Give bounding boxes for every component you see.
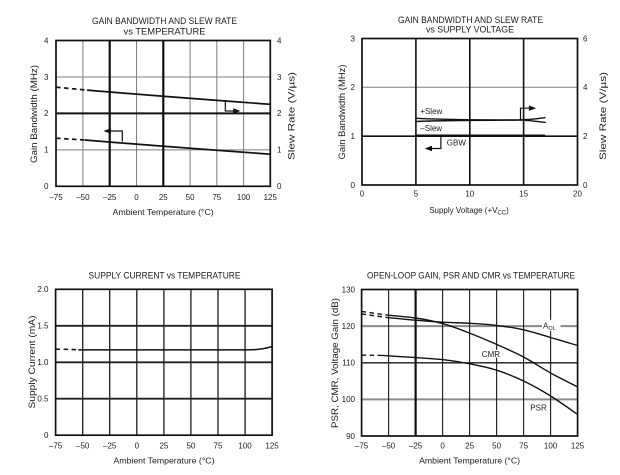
- svg-text:3: 3: [277, 73, 282, 82]
- svg-text:2: 2: [583, 132, 588, 141]
- svg-text:50: 50: [492, 441, 501, 450]
- svg-text:PSR, CMR, Voltage Gain (dB): PSR, CMR, Voltage Gain (dB): [330, 298, 340, 428]
- svg-text:PSR: PSR: [530, 403, 547, 412]
- svg-text:AOL: AOL: [543, 321, 556, 332]
- svg-text:1: 1: [44, 146, 49, 155]
- svg-text:Gain Bandwidth (MHz): Gain Bandwidth (MHz): [337, 65, 347, 160]
- svg-text:Supply Current (mA): Supply Current (mA): [27, 316, 37, 409]
- svg-text:25: 25: [159, 193, 168, 202]
- svg-text:100: 100: [238, 441, 252, 450]
- svg-text:120: 120: [342, 322, 356, 331]
- svg-text:–50: –50: [76, 441, 90, 450]
- svg-text:75: 75: [212, 193, 221, 202]
- svg-text:Ambient Temperature (°C): Ambient Temperature (°C): [113, 208, 214, 217]
- svg-text:–25: –25: [409, 441, 423, 450]
- svg-text:130: 130: [342, 285, 356, 294]
- svg-text:6: 6: [583, 34, 588, 43]
- svg-text:Slew Rate (V/µs): Slew Rate (V/µs): [287, 72, 297, 160]
- svg-text:–75: –75: [49, 441, 63, 450]
- svg-text:0.5: 0.5: [37, 395, 49, 404]
- svg-text:0: 0: [360, 189, 365, 198]
- svg-text:4: 4: [583, 83, 588, 92]
- svg-text:125: 125: [571, 441, 585, 450]
- svg-text:–50: –50: [382, 441, 396, 450]
- svg-text:75: 75: [519, 441, 528, 450]
- svg-text:2: 2: [351, 83, 356, 92]
- svg-text:0: 0: [44, 182, 49, 191]
- svg-text:25: 25: [465, 441, 474, 450]
- svg-text:Slew Rate (V/µs): Slew Rate (V/µs): [598, 72, 608, 160]
- svg-text:0: 0: [134, 193, 139, 202]
- svg-text:Gain Bandwidth (MHz): Gain Bandwidth (MHz): [29, 65, 39, 163]
- svg-text:GAIN BANDWIDTH AND SLEW RATE: GAIN BANDWIDTH AND SLEW RATE: [92, 16, 237, 26]
- svg-text:–75: –75: [355, 441, 369, 450]
- svg-text:Ambient Temperature (°C): Ambient Temperature (°C): [114, 457, 215, 466]
- svg-text:1: 1: [277, 146, 282, 155]
- svg-text:–25: –25: [103, 193, 117, 202]
- svg-text:1: 1: [351, 132, 356, 141]
- svg-text:4: 4: [44, 36, 49, 45]
- svg-text:20: 20: [573, 189, 582, 198]
- svg-text:2: 2: [277, 109, 282, 118]
- svg-text:GBW: GBW: [447, 138, 467, 147]
- svg-text:GAIN BANDWIDTH AND SLEW RATE: GAIN BANDWIDTH AND SLEW RATE: [398, 15, 543, 25]
- svg-text:100: 100: [544, 441, 558, 450]
- svg-text:SUPPLY CURRENT vs TEMPERATURE: SUPPLY CURRENT vs TEMPERATURE: [89, 271, 241, 281]
- svg-text:90: 90: [346, 432, 355, 441]
- svg-text:125: 125: [265, 441, 279, 450]
- svg-text:4: 4: [277, 36, 282, 45]
- svg-text:–50: –50: [76, 193, 90, 202]
- svg-text:0: 0: [44, 431, 49, 440]
- svg-text:Supply Voltage (+VCC): Supply Voltage (+VCC): [429, 206, 509, 217]
- svg-text:2: 2: [44, 109, 49, 118]
- svg-text:2.0: 2.0: [37, 285, 49, 294]
- svg-text:50: 50: [186, 193, 195, 202]
- svg-text:0: 0: [583, 181, 588, 190]
- svg-text:vs TEMPERATURE: vs TEMPERATURE: [124, 27, 206, 37]
- svg-text:1.5: 1.5: [37, 322, 49, 331]
- svg-text:110: 110: [342, 359, 355, 368]
- svg-text:25: 25: [159, 441, 168, 450]
- svg-text:15: 15: [519, 189, 528, 198]
- svg-text:vs SUPPLY VOLTAGE: vs SUPPLY VOLTAGE: [426, 25, 514, 35]
- svg-text:3: 3: [351, 34, 356, 43]
- svg-text:1.0: 1.0: [37, 358, 49, 367]
- svg-text:5: 5: [414, 189, 419, 198]
- svg-text:50: 50: [186, 441, 195, 450]
- svg-text:+Slew: +Slew: [420, 107, 442, 116]
- svg-text:100: 100: [342, 395, 356, 404]
- svg-text:10: 10: [465, 189, 474, 198]
- svg-text:100: 100: [237, 193, 251, 202]
- svg-text:–75: –75: [49, 193, 63, 202]
- svg-text:–Slew: –Slew: [420, 124, 442, 133]
- svg-text:75: 75: [214, 441, 223, 450]
- svg-text:125: 125: [264, 193, 278, 202]
- svg-text:–25: –25: [103, 441, 117, 450]
- svg-text:OPEN-LOOP GAIN, PSR AND CMR vs: OPEN-LOOP GAIN, PSR AND CMR vs TEMPERATU…: [367, 271, 575, 281]
- svg-text:3: 3: [44, 73, 49, 82]
- svg-text:Ambient Temperature (°C): Ambient Temperature (°C): [419, 457, 520, 466]
- svg-text:0: 0: [351, 181, 356, 190]
- svg-text:0: 0: [440, 441, 445, 450]
- svg-text:0: 0: [277, 182, 282, 191]
- svg-text:0: 0: [135, 441, 140, 450]
- svg-text:CMR: CMR: [482, 350, 500, 359]
